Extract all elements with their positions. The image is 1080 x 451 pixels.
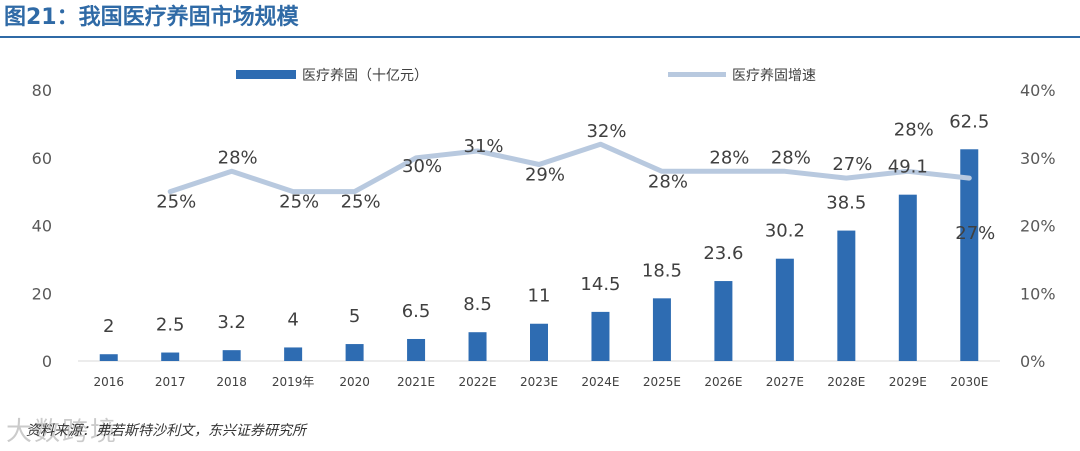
bar-value-label: 62.5 bbox=[949, 111, 989, 132]
bar bbox=[837, 230, 856, 361]
x-axis-tick: 2020 bbox=[339, 375, 370, 389]
growth-value-label: 27% bbox=[832, 154, 872, 175]
growth-value-label: 28% bbox=[894, 119, 934, 140]
left-axis-tick: 40 bbox=[32, 217, 52, 236]
bar-value-label: 2 bbox=[103, 316, 114, 337]
growth-value-label: 32% bbox=[586, 121, 626, 142]
bar bbox=[898, 194, 917, 361]
x-axis-tick: 2019年 bbox=[272, 375, 315, 389]
legend-bar-swatch bbox=[236, 70, 296, 79]
x-axis: 2016 2017 2018 2019年 2020 2021E 2022E 2023E 2024… bbox=[93, 375, 988, 389]
growth-value-labels: 25% 28% 25% 25% 30% 31% 29% 32% 28% 28% 28% 27% 28% 2… bbox=[156, 119, 995, 244]
bar-value-labels: 2 2.5 3.2 4 5 6.5 8.5 11 14.5 18.5 23.6 30.2 38.5 49.… bbox=[103, 111, 989, 337]
bar bbox=[591, 311, 610, 361]
left-axis-tick: 80 bbox=[32, 81, 52, 100]
growth-value-label: 29% bbox=[525, 165, 565, 186]
bar-value-label: 30.2 bbox=[765, 221, 805, 242]
bar-value-label: 49.1 bbox=[888, 157, 928, 178]
watermark: 大数跨境 bbox=[6, 417, 119, 447]
right-axis: 0% 10% 20% 30% 40% bbox=[1020, 81, 1056, 371]
legend-line-swatch bbox=[668, 72, 726, 77]
legend-line-label: 医疗养固增速 bbox=[732, 68, 816, 84]
bar-value-label: 38.5 bbox=[826, 193, 866, 214]
growth-value-label: 30% bbox=[402, 156, 442, 177]
x-axis-tick: 2024E bbox=[581, 375, 619, 389]
bar-value-label: 5 bbox=[349, 306, 360, 327]
x-axis-tick: 2018 bbox=[216, 375, 247, 389]
bar bbox=[161, 352, 180, 361]
right-axis-tick: 40% bbox=[1020, 81, 1056, 100]
bar bbox=[714, 281, 733, 361]
left-axis: 0 20 40 60 80 bbox=[32, 81, 52, 371]
growth-line bbox=[167, 141, 972, 195]
bar-value-label: 23.6 bbox=[703, 243, 743, 264]
bar bbox=[345, 344, 364, 361]
bar-value-label: 14.5 bbox=[580, 274, 620, 295]
x-axis-tick: 2027E bbox=[766, 375, 804, 389]
x-axis-tick: 2021E bbox=[397, 375, 435, 389]
growth-value-label: 28% bbox=[218, 147, 258, 168]
source-note: 资料来源：弗若斯特沙利文，东兴证券研究所 bbox=[26, 423, 306, 439]
bar bbox=[284, 347, 303, 361]
right-axis-tick: 20% bbox=[1020, 217, 1056, 236]
bar-value-label: 2.5 bbox=[156, 315, 185, 336]
bar bbox=[468, 332, 487, 361]
bar bbox=[407, 338, 426, 361]
x-axis-tick: 2026E bbox=[704, 375, 742, 389]
right-axis-tick: 30% bbox=[1020, 149, 1056, 168]
bar bbox=[530, 323, 548, 361]
x-axis-tick: 2017 bbox=[155, 375, 186, 389]
bar-value-label: 4 bbox=[287, 309, 298, 330]
growth-value-label: 27% bbox=[955, 223, 995, 244]
bar-value-label: 6.5 bbox=[402, 301, 431, 322]
bar bbox=[99, 354, 118, 361]
title-divider bbox=[0, 36, 1080, 38]
bar bbox=[222, 350, 241, 361]
growth-value-label: 31% bbox=[464, 136, 504, 157]
bar-value-label: 3.2 bbox=[217, 312, 246, 333]
figure-title: 图21：我国医疗养固市场规模 bbox=[4, 5, 299, 30]
right-axis-tick: 0% bbox=[1020, 352, 1045, 371]
bar bbox=[652, 298, 671, 361]
bar-value-label: 11 bbox=[528, 286, 551, 307]
growth-value-label: 25% bbox=[156, 192, 196, 213]
right-axis-tick: 10% bbox=[1020, 284, 1056, 303]
legend-bar-label: 医疗养固（十亿元） bbox=[302, 68, 428, 84]
growth-value-label: 28% bbox=[771, 147, 811, 168]
growth-value-label: 25% bbox=[279, 192, 319, 213]
x-axis-tick: 2025E bbox=[643, 375, 681, 389]
x-axis-tick: 2016 bbox=[93, 375, 124, 389]
bar bbox=[960, 149, 979, 361]
left-axis-tick: 0 bbox=[42, 352, 52, 371]
bar-value-label: 18.5 bbox=[642, 260, 682, 281]
bar-value-label: 8.5 bbox=[463, 294, 492, 315]
bar-series bbox=[99, 149, 979, 361]
x-axis-tick: 2029E bbox=[889, 375, 927, 389]
growth-value-label: 28% bbox=[709, 147, 749, 168]
growth-value-label: 28% bbox=[648, 171, 688, 192]
bar bbox=[775, 258, 794, 361]
growth-value-label: 25% bbox=[341, 192, 381, 213]
x-axis-tick: 2030E bbox=[950, 375, 988, 389]
x-axis-tick: 2023E bbox=[520, 375, 558, 389]
x-axis-tick: 2028E bbox=[827, 375, 865, 389]
x-axis-tick: 2022E bbox=[458, 375, 496, 389]
legend: 医疗养固（十亿元） 医疗养固增速 bbox=[236, 68, 816, 84]
left-axis-tick: 20 bbox=[32, 284, 52, 303]
left-axis-tick: 60 bbox=[32, 149, 52, 168]
